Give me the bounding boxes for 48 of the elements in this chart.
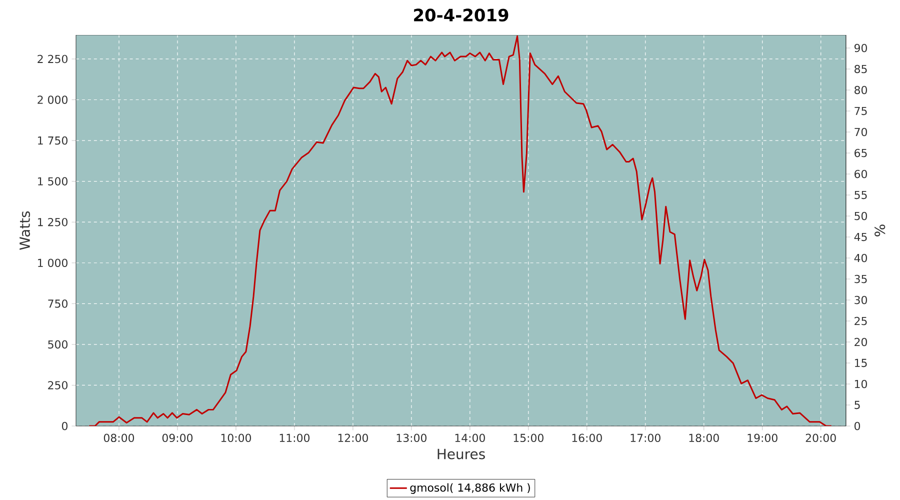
- y2-tick-label: 45: [854, 232, 867, 242]
- y2-tick-label: 90: [854, 44, 867, 52]
- y-tick-label: 2 000: [38, 96, 68, 104]
- y2-tick-label: 85: [854, 64, 867, 74]
- x-tick-label: 13:00: [396, 434, 426, 442]
- y2-tick-label: 10: [854, 380, 867, 388]
- chart-title: 20-4-2019: [414, 8, 508, 22]
- x-tick-label: 16:00: [572, 434, 602, 442]
- x-axis-title: Heures: [438, 448, 485, 460]
- x-tick-label: 09:00: [162, 434, 193, 442]
- y2-axis-title: %: [874, 224, 886, 236]
- y2-tick-label: 55: [854, 190, 867, 200]
- x-tick-label: 12:00: [338, 434, 368, 442]
- y2-tick-label: 30: [854, 296, 867, 304]
- x-tick-label: 08:00: [104, 434, 134, 442]
- y2-tick-label: 5: [854, 400, 860, 410]
- y2-tick-label: 80: [854, 86, 867, 94]
- x-tick-label: 14:00: [455, 434, 485, 442]
- y-tick-label: 250: [48, 381, 68, 390]
- y2-tick-label: 25: [854, 316, 867, 326]
- x-tick-label: 17:00: [630, 434, 660, 442]
- y-tick-label: 750: [48, 300, 68, 308]
- y2-tick-label: 15: [854, 358, 867, 368]
- x-tick-label: 15:00: [514, 434, 544, 442]
- y2-tick-label: 40: [854, 254, 867, 262]
- x-tick-label: 19:00: [748, 434, 778, 442]
- y2-tick-label: 70: [854, 128, 867, 136]
- y2-tick-label: 60: [854, 170, 867, 178]
- y-tick-label: 2 250: [38, 54, 68, 64]
- y2-tick-label: 50: [854, 212, 867, 220]
- y-tick-label: 500: [48, 340, 68, 349]
- x-tick-label: 11:00: [280, 434, 310, 442]
- line-series: [88, 35, 832, 426]
- x-tick-label: 20:00: [806, 434, 836, 442]
- y2-tick-label: 35: [854, 274, 867, 284]
- x-tick-label: 18:00: [689, 434, 719, 442]
- y-axis-title: Watts: [20, 211, 30, 250]
- x-tick-label: 10:00: [221, 434, 252, 442]
- y2-tick-label: 75: [854, 106, 867, 116]
- y2-tick-label: 65: [854, 148, 867, 158]
- y-tick-label: 1 000: [38, 258, 68, 268]
- y-tick-label: 1 750: [38, 136, 68, 145]
- y-tick-label: 1 500: [38, 177, 68, 186]
- y2-tick-label: 0: [854, 422, 860, 430]
- y-tick-label: 0: [62, 422, 68, 430]
- y2-tick-label: 20: [854, 338, 867, 346]
- y-tick-label: 1 250: [38, 218, 68, 226]
- legend-label: gmosol( 14,886 kWh ): [410, 483, 530, 494]
